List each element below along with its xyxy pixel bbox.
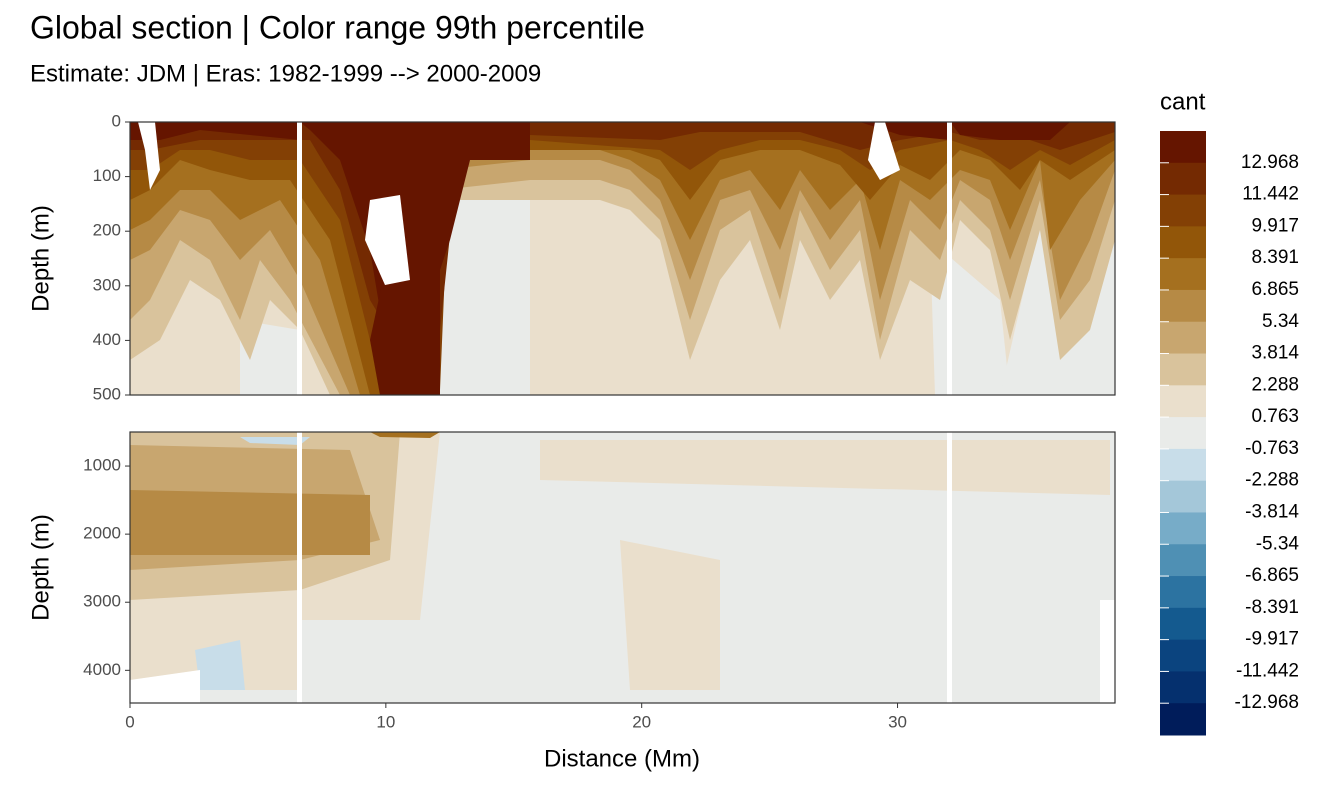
y-axis-title: Depth (m)	[27, 205, 54, 312]
chart-subtitle: Estimate: JDM | Eras: 1982-1999 --> 2000…	[30, 60, 541, 87]
x-tick-label: 0	[125, 712, 134, 731]
legend-label: -2.288	[1245, 470, 1299, 491]
missing-region	[1100, 600, 1115, 703]
y-axis-title: Depth (m)	[27, 514, 54, 621]
x-axis-title: Distance (Mm)	[544, 745, 700, 772]
legend-swatch	[1160, 576, 1206, 609]
legend-label: -0.763	[1245, 438, 1299, 459]
panel-border	[129, 431, 1116, 704]
legend-label: -12.968	[1235, 692, 1299, 713]
y-tick-label: 2000	[83, 524, 121, 543]
contour-field	[130, 122, 1115, 395]
missing-region	[130, 670, 200, 703]
y-tick-label: 200	[93, 221, 121, 240]
legend-label: 5.34	[1262, 311, 1299, 332]
legend-swatch	[1160, 417, 1206, 450]
legend-label: 2.288	[1251, 374, 1299, 395]
legend-label: -8.391	[1245, 597, 1299, 618]
contour-region	[440, 200, 530, 395]
legend-label: 3.814	[1251, 343, 1299, 364]
contour-region	[240, 437, 310, 445]
legend-swatch	[1160, 162, 1206, 196]
legend-label: 9.917	[1251, 215, 1299, 236]
chart-title: Global section | Color range 99th percen…	[30, 9, 645, 45]
legend-swatch	[1160, 512, 1206, 545]
legend-label: -6.865	[1245, 565, 1299, 586]
legend-swatch	[1160, 448, 1206, 482]
legend-swatch	[1160, 385, 1206, 418]
legend-swatch	[1160, 131, 1206, 164]
legend-swatch	[1160, 226, 1206, 259]
gap-line	[947, 122, 952, 395]
y-tick-label: 0	[112, 111, 121, 130]
y-tick-label: 1000	[83, 456, 121, 475]
legend-swatch	[1160, 289, 1206, 323]
legend-label: 8.391	[1251, 247, 1299, 268]
legend-label: 6.865	[1251, 279, 1299, 300]
gap-line	[297, 122, 302, 395]
legend-swatch	[1160, 258, 1206, 291]
legend-title: cant	[1160, 88, 1206, 115]
x-tick-label: 20	[632, 712, 651, 731]
contour-region	[130, 490, 370, 555]
missing-region	[868, 122, 900, 180]
legend-label: -9.917	[1245, 629, 1299, 650]
contour-region	[540, 440, 1110, 495]
y-tick-label: 100	[93, 166, 121, 185]
contour-region	[950, 122, 1070, 140]
gap-line	[297, 432, 302, 703]
gap-line	[947, 432, 952, 703]
x-tick-label: 10	[376, 712, 395, 731]
panel-border	[129, 121, 1116, 396]
legend-swatch	[1160, 639, 1206, 672]
legend-swatch	[1160, 607, 1206, 641]
contour-region	[370, 200, 440, 395]
legend-swatch	[1160, 480, 1206, 513]
contour-region	[370, 432, 440, 438]
legend-label: -11.442	[1236, 660, 1299, 681]
legend-swatch	[1160, 321, 1206, 355]
contour-region	[195, 640, 245, 690]
legend-label: 11.442	[1242, 184, 1299, 205]
missing-region	[365, 195, 410, 285]
legend-swatch	[1160, 544, 1206, 577]
y-tick-label: 3000	[83, 592, 121, 611]
y-tick-label: 4000	[83, 660, 121, 679]
legend-label: -5.34	[1256, 533, 1300, 554]
legend-swatch	[1160, 703, 1206, 736]
y-tick-label: 400	[93, 330, 121, 349]
legend-label: 0.763	[1251, 406, 1299, 427]
contour-field	[130, 432, 1115, 703]
legend-swatch	[1160, 194, 1206, 227]
contour-region	[130, 122, 300, 140]
x-tick-label: 30	[888, 712, 907, 731]
legend-label: -3.814	[1245, 501, 1299, 522]
legend-label: 12.968	[1241, 152, 1299, 173]
y-tick-label: 500	[93, 384, 121, 403]
legend-swatch	[1160, 353, 1206, 386]
legend-swatch	[1160, 671, 1206, 704]
contour-region	[620, 540, 720, 690]
missing-region	[138, 122, 160, 190]
y-tick-label: 300	[93, 275, 121, 294]
